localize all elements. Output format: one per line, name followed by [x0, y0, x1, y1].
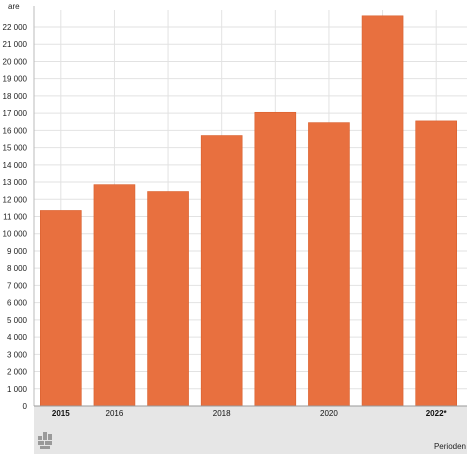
y-tick-label: 13 000 — [3, 178, 28, 187]
y-tick-label: 11 000 — [3, 213, 27, 222]
y-tick-label: 6 000 — [7, 299, 28, 308]
y-tick-label: 5 000 — [7, 316, 28, 325]
y-tick-label: 2 000 — [7, 368, 28, 377]
bar — [361, 15, 404, 407]
y-tick-label: 10 000 — [3, 230, 28, 239]
y-tick-label: 4 000 — [7, 333, 28, 342]
y-tick-label: 1 000 — [7, 385, 28, 394]
y-tick-label: 19 000 — [3, 75, 28, 84]
bars — [40, 15, 457, 407]
y-tick-label: 8 000 — [7, 264, 28, 273]
x-tick-label: 2018 — [213, 409, 231, 418]
y-tick-label: 17 000 — [3, 109, 28, 118]
y-tick-label: 12 000 — [3, 195, 28, 204]
y-tick-label: 9 000 — [7, 247, 28, 256]
y-unit-label: are — [8, 2, 20, 11]
labels: 0 1 000 2 000 3 000 4 000 5 000 6 000 7 000 8 00… — [3, 2, 466, 451]
bar — [147, 191, 189, 407]
y-tick-label: 18 000 — [3, 92, 28, 101]
logo-block — [43, 432, 47, 440]
x-axis-band — [34, 406, 467, 454]
x-tick-label: 2020 — [320, 409, 338, 418]
y-tick-label: 21 000 — [3, 40, 28, 49]
y-tick-label: 14 000 — [3, 161, 28, 170]
cbs-logo-icon — [38, 432, 52, 449]
y-tick-label: 0 — [23, 402, 28, 411]
x-tick-label: 2015 — [52, 409, 70, 418]
y-tick-label: 15 000 — [3, 144, 28, 153]
x-tick-label: 2022* — [426, 409, 448, 418]
y-tick-label: 16 000 — [3, 126, 28, 135]
x-axis-band-rect — [34, 406, 467, 454]
bar — [40, 210, 82, 407]
bar — [93, 184, 136, 407]
y-tick-label: 7 000 — [7, 281, 28, 290]
bar — [308, 122, 350, 407]
axes — [33, 6, 467, 407]
y-tick-label: 20 000 — [3, 57, 28, 66]
y-tick-label: 3 000 — [7, 350, 28, 359]
logo-block — [45, 441, 52, 445]
x-axis-title: Perioden — [434, 442, 466, 451]
bar — [415, 120, 457, 407]
x-tick-label: 2016 — [106, 409, 124, 418]
logo-block — [38, 436, 42, 440]
logo-block — [48, 434, 52, 440]
logo-block — [38, 441, 44, 445]
bar — [254, 111, 297, 407]
bar — [200, 135, 243, 407]
logo-block — [40, 446, 50, 449]
y-tick-label: 22 000 — [3, 23, 28, 32]
